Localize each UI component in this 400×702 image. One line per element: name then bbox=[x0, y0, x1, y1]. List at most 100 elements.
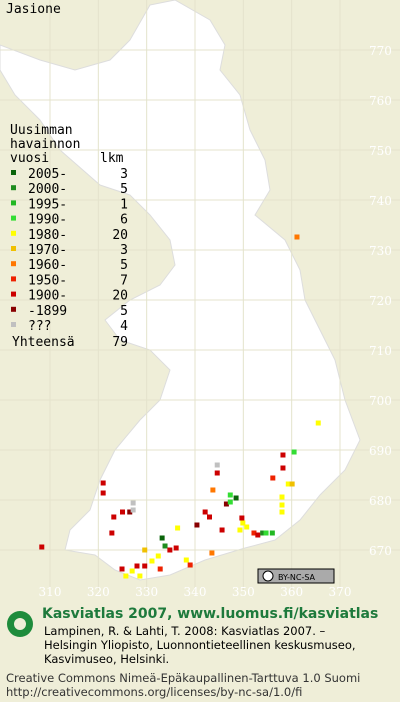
observation-square bbox=[149, 558, 155, 564]
legend-swatch bbox=[11, 261, 16, 267]
license-line: Creative Commons Nimeä-Epäkaupallinen-Ta… bbox=[6, 671, 360, 685]
legend-swatch bbox=[11, 230, 16, 236]
legend-label: 2005- bbox=[28, 167, 67, 182]
legend-label: 1980- bbox=[28, 228, 67, 243]
footer-heading: Kasviatlas 2007, www.luomus.fi/kasviatla… bbox=[42, 606, 378, 622]
legend-label: 1960- bbox=[28, 258, 67, 273]
logo-inner bbox=[14, 618, 26, 630]
observation-square bbox=[162, 543, 168, 549]
y-tick-label: 700 bbox=[369, 394, 392, 408]
observation-square bbox=[207, 514, 212, 520]
observation-square bbox=[194, 522, 200, 528]
y-tick-label: 710 bbox=[369, 344, 392, 358]
observation-square bbox=[227, 492, 233, 498]
y-tick-label: 730 bbox=[369, 244, 392, 258]
observation-square bbox=[260, 530, 266, 536]
badge-box bbox=[257, 568, 335, 584]
observation-square bbox=[269, 530, 275, 536]
observation-square bbox=[134, 563, 140, 569]
observation-square bbox=[237, 527, 243, 533]
legend-swatch bbox=[11, 276, 16, 282]
y-tick-label: 740 bbox=[369, 194, 392, 208]
x-tick-label: 350 bbox=[232, 585, 255, 599]
observation-square bbox=[279, 494, 285, 500]
observation-square bbox=[210, 487, 216, 493]
legend-label: -1899 bbox=[28, 304, 67, 319]
legend-total-label: Yhteensä bbox=[12, 335, 75, 350]
observation-square bbox=[209, 550, 215, 556]
observation-square bbox=[291, 449, 297, 455]
legend-count: 5 bbox=[120, 304, 128, 319]
legend-count: 4 bbox=[120, 319, 128, 334]
observation-square bbox=[120, 509, 125, 515]
observation-square bbox=[187, 562, 193, 568]
legend-count: 3 bbox=[120, 167, 128, 182]
x-tick-label: 340 bbox=[184, 585, 207, 599]
observation-square bbox=[227, 499, 233, 505]
legend-swatch bbox=[11, 170, 16, 175]
observation-square bbox=[202, 509, 208, 515]
observation-square bbox=[159, 535, 165, 541]
observation-square bbox=[129, 568, 135, 574]
observation-square bbox=[233, 495, 239, 501]
x-tick-label: 330 bbox=[135, 585, 158, 599]
observation-square bbox=[142, 563, 148, 569]
license-line: http://creativecommons.org/licenses/by-n… bbox=[6, 685, 302, 699]
legend-total: 79 bbox=[112, 335, 128, 350]
observation-square bbox=[214, 462, 220, 468]
cc-badge: BY-NC-SA bbox=[257, 568, 335, 584]
x-tick-label: 360 bbox=[280, 585, 303, 599]
legend-label: 1900- bbox=[28, 289, 67, 304]
legend-swatch bbox=[11, 215, 16, 221]
legend-header: vuosi bbox=[10, 151, 49, 166]
observation-square bbox=[279, 509, 285, 515]
observation-square bbox=[167, 547, 173, 553]
observation-square bbox=[127, 509, 133, 515]
citation-line: Helsingin Yliopisto, Luonnontieteellinen… bbox=[44, 638, 356, 652]
legend-header: Uusimman bbox=[10, 123, 73, 138]
y-tick-label: 680 bbox=[369, 494, 392, 508]
observation-square bbox=[173, 545, 179, 551]
logo bbox=[7, 611, 33, 637]
legend-swatch bbox=[11, 200, 16, 206]
legend-swatch bbox=[11, 185, 16, 191]
observation-square bbox=[175, 525, 181, 531]
observation-square bbox=[111, 514, 117, 520]
observation-square bbox=[130, 500, 136, 506]
map-title: Jasione bbox=[6, 2, 61, 17]
legend-count: 6 bbox=[120, 213, 128, 228]
y-tick-label: 770 bbox=[369, 44, 392, 58]
badge-text: BY-NC-SA bbox=[278, 573, 316, 582]
observation-square bbox=[255, 532, 261, 538]
x-tick-label: 370 bbox=[329, 585, 352, 599]
observation-square bbox=[137, 573, 143, 579]
observation-square bbox=[251, 530, 257, 536]
legend-label: 1950- bbox=[28, 273, 67, 288]
cc-icon bbox=[262, 570, 274, 582]
y-tick-label: 750 bbox=[369, 144, 392, 158]
observation-square bbox=[183, 557, 189, 563]
legend-count: 7 bbox=[120, 273, 128, 288]
citation-line: Lampinen, R. & Lahti, T. 2008: Kasviatla… bbox=[44, 624, 326, 638]
observation-square bbox=[142, 547, 148, 553]
legend-swatch bbox=[11, 322, 16, 327]
legend-count: 20 bbox=[112, 228, 128, 243]
observation-square bbox=[119, 566, 125, 572]
x-tick-label: 320 bbox=[87, 585, 110, 599]
observation-square bbox=[263, 530, 269, 536]
legend-count: 20 bbox=[112, 289, 128, 304]
observation-square bbox=[279, 502, 285, 508]
legend-count: 3 bbox=[120, 243, 128, 258]
observation-square bbox=[214, 470, 220, 476]
y-tick-label: 760 bbox=[369, 94, 392, 108]
legend-count: 5 bbox=[120, 182, 128, 197]
legend-count: 1 bbox=[120, 197, 128, 212]
y-tick-label: 690 bbox=[369, 444, 392, 458]
x-tick-label: 310 bbox=[39, 585, 62, 599]
observation-square bbox=[157, 566, 163, 572]
observation-square bbox=[100, 480, 106, 486]
observation-square bbox=[270, 475, 276, 481]
observation-square bbox=[289, 481, 295, 487]
observation-square bbox=[130, 507, 136, 513]
citation-line: Kasvimuseo, Helsinki. bbox=[44, 652, 169, 666]
